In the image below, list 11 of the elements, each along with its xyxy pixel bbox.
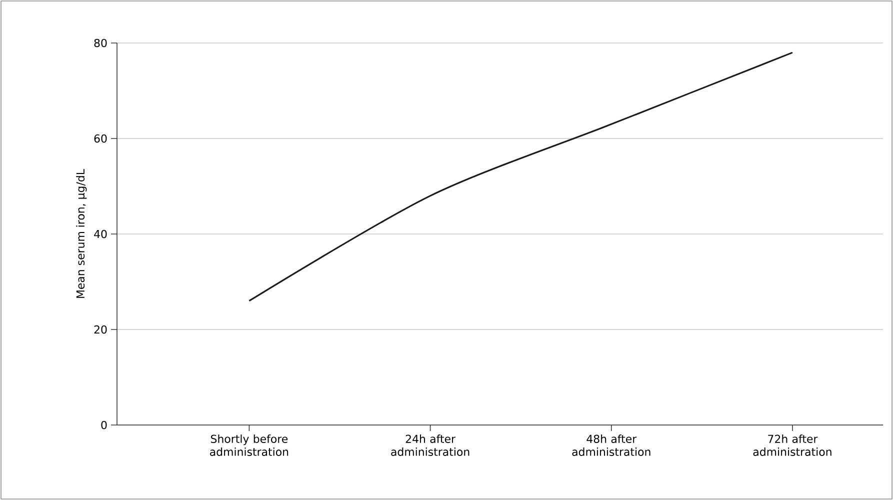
y-tick-label: 0	[101, 420, 107, 430]
x-tick-label: 72h after administration	[753, 434, 832, 456]
line-series	[248, 52, 794, 302]
y-tick-label: 60	[94, 134, 107, 143]
x-tick-label: Shortly before administration	[210, 434, 288, 456]
y-tick-label: 20	[94, 325, 107, 334]
x-tick-label: 24h after administration	[391, 434, 470, 456]
x-tick-label: 48h after administration	[572, 434, 650, 456]
y-axis-title: Mean serum iron, µg/dL	[76, 169, 87, 298]
y-tick-label: 80	[94, 38, 107, 48]
y-tick-label: 40	[94, 230, 107, 238]
